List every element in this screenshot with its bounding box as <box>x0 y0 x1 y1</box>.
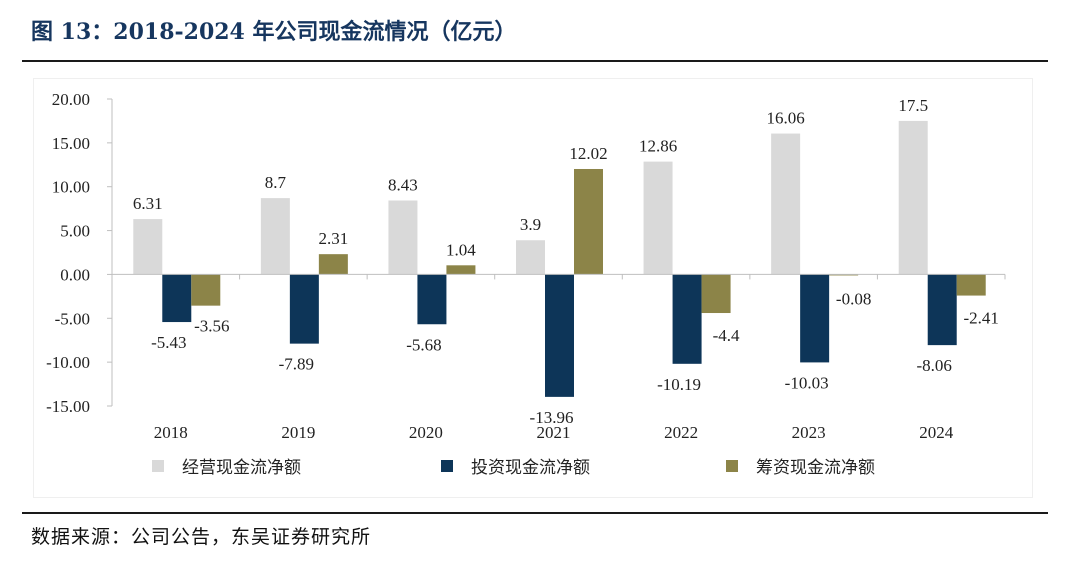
bar-1-2019 <box>289 274 319 344</box>
x-category-label: 2023 <box>792 423 826 442</box>
bar-0-2022 <box>643 161 673 275</box>
x-category-label: 2019 <box>281 423 315 442</box>
figure-source: 数据来源：公司公告，东吴证券研究所 <box>31 526 372 548</box>
legend-label-operating: 经营现金流净额 <box>182 458 301 478</box>
legend-item-operating: 经营现金流净额 <box>152 453 301 478</box>
bar-0-2019 <box>260 198 290 275</box>
legend-label-financing: 筹资现金流净额 <box>756 458 875 478</box>
data-label-1-2023: -10.03 <box>785 373 829 392</box>
y-tick-label: 15.00 <box>52 134 90 153</box>
y-tick-label: 20.00 <box>52 90 90 109</box>
bar-0-2020 <box>388 200 418 275</box>
bar-1-2020 <box>417 274 447 325</box>
data-label-1-2018: -5.43 <box>151 333 186 352</box>
bar-2-2020 <box>446 265 476 275</box>
bar-1-2022 <box>672 274 702 364</box>
data-label-0-2020: 8.43 <box>388 175 418 194</box>
data-label-0-2022: 12.86 <box>639 137 677 156</box>
data-label-2-2020: 1.04 <box>446 240 476 259</box>
data-label-2-2023: -0.08 <box>836 289 871 308</box>
x-category-label: 2021 <box>537 423 571 442</box>
data-label-0-2021: 3.9 <box>520 215 541 234</box>
legend-swatch-investing <box>441 459 453 472</box>
data-label-0-2019: 8.7 <box>265 173 287 192</box>
y-tick-label: 0.00 <box>60 265 90 284</box>
bar-2-2021 <box>574 168 603 275</box>
data-label-2-2018: -3.56 <box>194 317 229 336</box>
bar-0-2021 <box>516 240 545 275</box>
y-tick-label: 5.00 <box>60 222 90 241</box>
chart-legend: 经营现金流净额 投资现金流净额 筹资现金流净额 <box>0 453 1080 478</box>
y-tick-label: 10.00 <box>52 178 90 197</box>
title-rule <box>22 60 1048 62</box>
x-category-label: 2018 <box>154 423 188 442</box>
data-label-2-2019: 2.31 <box>318 229 348 248</box>
legend-swatch-financing <box>726 459 738 472</box>
bar-0-2023 <box>771 133 801 275</box>
source-rule <box>22 512 1048 514</box>
x-category-label: 2022 <box>664 423 698 442</box>
data-label-0-2023: 16.06 <box>767 109 805 128</box>
bar-2-2024 <box>956 274 986 296</box>
legend-item-investing: 投资现金流净额 <box>441 453 590 478</box>
legend-label-investing: 投资现金流净额 <box>471 458 590 478</box>
bar-1-2023 <box>800 274 830 363</box>
data-label-1-2024: -8.06 <box>917 356 952 375</box>
y-tick-label: -5.00 <box>55 309 90 328</box>
figure-title: 图 13：2018-2024 年公司现金流情况（亿元） <box>31 19 517 45</box>
x-category-label: 2024 <box>919 423 954 442</box>
data-label-1-2019: -7.89 <box>279 355 314 374</box>
bar-1-2024 <box>927 274 957 346</box>
bar-2-2019 <box>318 254 348 275</box>
bar-2-2018 <box>191 274 221 306</box>
data-label-2-2022: -4.4 <box>713 326 740 345</box>
bar-1-2018 <box>162 274 192 323</box>
legend-swatch-operating <box>152 459 164 472</box>
data-label-2-2024: -2.41 <box>964 309 999 328</box>
data-label-0-2024: 17.5 <box>898 96 928 115</box>
data-label-2-2021: 12.02 <box>569 144 607 163</box>
y-tick-label: -10.00 <box>46 353 90 372</box>
legend-item-financing: 筹资现金流净额 <box>726 453 875 478</box>
data-label-0-2018: 6.31 <box>133 194 163 213</box>
data-label-1-2020: -5.68 <box>406 335 441 354</box>
bar-1-2021 <box>545 274 574 397</box>
x-category-label: 2020 <box>409 423 443 442</box>
data-label-1-2021: -13.96 <box>530 408 574 427</box>
bar-0-2018 <box>133 219 163 275</box>
y-tick-label: -15.00 <box>46 397 90 416</box>
data-label-1-2022: -10.19 <box>657 375 701 394</box>
bar-0-2024 <box>898 120 928 275</box>
bar-2-2022 <box>701 274 731 314</box>
